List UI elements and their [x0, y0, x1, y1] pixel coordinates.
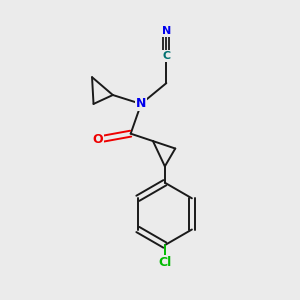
Text: O: O: [93, 133, 103, 146]
Text: N: N: [136, 98, 146, 110]
Text: C: C: [162, 51, 170, 62]
Text: Cl: Cl: [158, 256, 172, 269]
Text: N: N: [162, 26, 171, 36]
